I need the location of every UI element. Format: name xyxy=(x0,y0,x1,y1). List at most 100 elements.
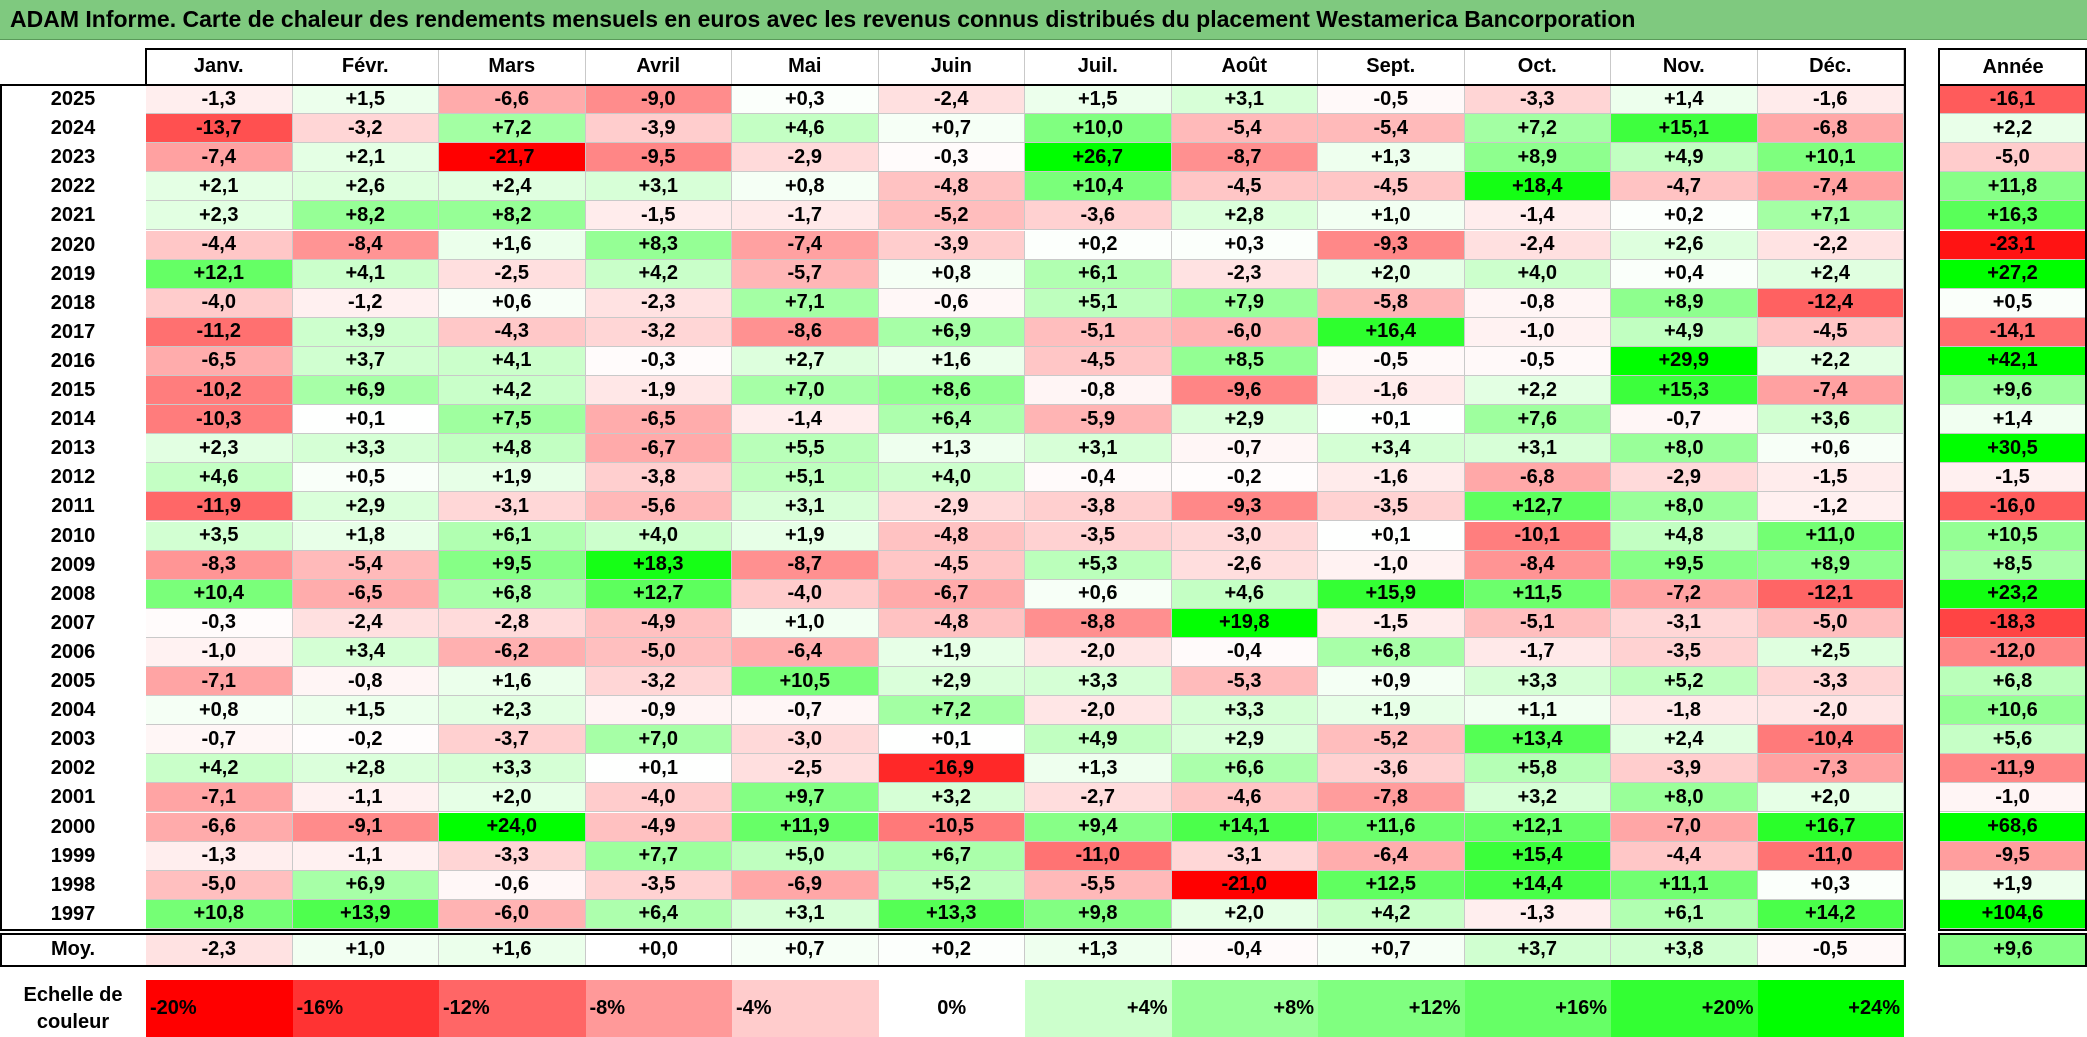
heatmap-cell: +5,8 xyxy=(1464,754,1611,784)
heatmap-cell: -5,4 xyxy=(1171,114,1318,144)
heatmap-cell: -0,7 xyxy=(146,725,293,755)
annual-cell: -9,5 xyxy=(1939,841,2087,871)
heatmap-cell: +7,1 xyxy=(1757,201,1904,231)
annual-cell: +10,5 xyxy=(1939,521,2087,551)
row-year-label: 2003 xyxy=(50,728,96,751)
heatmap-cell: -3,3 xyxy=(1757,667,1904,697)
heatmap-cell: +15,1 xyxy=(1611,114,1758,144)
column-header: Févr. xyxy=(292,49,439,85)
heatmap-cell: +2,4 xyxy=(1757,259,1904,289)
row-year-label: 2012 xyxy=(50,466,96,489)
heatmap-cell: +11,5 xyxy=(1464,579,1611,609)
annual-cell: -11,9 xyxy=(1939,754,2087,784)
annual-cell: +1,9 xyxy=(1939,870,2087,900)
heatmap-cell: +4,0 xyxy=(878,463,1025,493)
heatmap-cell: +0,2 xyxy=(1025,230,1172,260)
heatmap-cell: +6,1 xyxy=(1611,899,1758,929)
row-year-label: 1999 xyxy=(50,844,96,867)
heatmap-cell: -5,7 xyxy=(732,259,879,289)
heatmap-cell: -1,4 xyxy=(732,405,879,435)
heatmap-cell: +3,2 xyxy=(1464,783,1611,813)
heatmap-cell: +5,5 xyxy=(732,434,879,464)
heatmap-cell: +6,9 xyxy=(878,317,1025,347)
heatmap-cell: -7,4 xyxy=(1757,172,1904,202)
column-header: Janv. xyxy=(146,49,293,85)
heatmap-cell: -3,6 xyxy=(1318,754,1465,784)
heatmap-cell: +9,4 xyxy=(1025,812,1172,842)
heatmap-cell: -6,0 xyxy=(439,899,586,929)
heatmap-cell: -9,3 xyxy=(1318,230,1465,260)
heatmap-cell: +4,6 xyxy=(732,114,879,144)
heatmap-cell: +1,3 xyxy=(878,434,1025,464)
heatmap-cell: +2,9 xyxy=(292,492,439,522)
average-cell: +3,7 xyxy=(1464,933,1611,966)
heatmap-cell: +1,9 xyxy=(732,521,879,551)
heatmap-cell: +4,1 xyxy=(439,346,586,376)
heatmap-cell: -5,8 xyxy=(1318,288,1465,318)
row-year-label: 2001 xyxy=(50,786,96,809)
heatmap-cell: +2,3 xyxy=(146,201,293,231)
heatmap-cell: -3,5 xyxy=(1611,637,1758,667)
annual-cell: -12,0 xyxy=(1939,637,2087,667)
heatmap-cell: +3,3 xyxy=(1025,667,1172,697)
heatmap-cell: +10,5 xyxy=(732,667,879,697)
heatmap-cell: +0,1 xyxy=(878,725,1025,755)
heatmap-cell: -5,0 xyxy=(585,637,732,667)
heatmap-cell: +4,8 xyxy=(439,434,586,464)
heatmap-cell: -12,1 xyxy=(1757,579,1904,609)
heatmap-cell: +2,8 xyxy=(292,754,439,784)
heatmap-cell: -4,8 xyxy=(878,608,1025,638)
heatmap-cell: +0,3 xyxy=(1171,230,1318,260)
heatmap-cell: +1,1 xyxy=(1464,696,1611,726)
heatmap-cell: -4,0 xyxy=(732,579,879,609)
row-year-label: 2002 xyxy=(50,757,96,780)
heatmap-cell: +2,0 xyxy=(1757,783,1904,813)
heatmap-cell: -2,3 xyxy=(585,288,732,318)
heatmap-cell: -1,0 xyxy=(1464,317,1611,347)
heatmap-cell: +2,1 xyxy=(292,143,439,173)
heatmap-cell: -7,2 xyxy=(1611,579,1758,609)
annual-cell: +6,8 xyxy=(1939,667,2087,697)
heatmap-cell: -4,8 xyxy=(878,521,1025,551)
heatmap-cell: -6,4 xyxy=(732,637,879,667)
heatmap-cell: -2,9 xyxy=(732,143,879,173)
heatmap-cell: +15,3 xyxy=(1611,376,1758,406)
heatmap-cell: -4,7 xyxy=(1611,172,1758,202)
heatmap-cell: +1,9 xyxy=(439,463,586,493)
heatmap-cell: +10,4 xyxy=(146,579,293,609)
heatmap-cell: -7,4 xyxy=(146,143,293,173)
heatmap-cell: -7,0 xyxy=(1611,812,1758,842)
column-header: Sept. xyxy=(1318,49,1465,85)
heatmap-cell: +1,0 xyxy=(1318,201,1465,231)
heatmap-cell: -3,5 xyxy=(1318,492,1465,522)
heatmap-cell: -6,4 xyxy=(1318,841,1465,871)
heatmap-cell: -21,7 xyxy=(439,143,586,173)
heatmap-cell: -6,8 xyxy=(1464,463,1611,493)
heatmap-cell: -0,2 xyxy=(292,725,439,755)
heatmap-cell: +14,4 xyxy=(1464,870,1611,900)
heatmap-cell: -2,9 xyxy=(878,492,1025,522)
heatmap-cell: +2,1 xyxy=(146,172,293,202)
heatmap-cell: -4,8 xyxy=(878,172,1025,202)
chart-title: ADAM Informe. Carte de chaleur des rende… xyxy=(10,6,1636,32)
heatmap-cell: +2,2 xyxy=(1757,346,1904,376)
heatmap-cell: +6,8 xyxy=(1318,637,1465,667)
heatmap-cell: +2,8 xyxy=(1171,201,1318,231)
heatmap-cell: -0,8 xyxy=(292,667,439,697)
heatmap-cell: +13,4 xyxy=(1464,725,1611,755)
heatmap-cell: -8,4 xyxy=(1464,550,1611,580)
heatmap-cell: -8,7 xyxy=(1171,143,1318,173)
heatmap-cell: -9,6 xyxy=(1171,376,1318,406)
heatmap-cell: +0,8 xyxy=(732,172,879,202)
heatmap-cell: -3,6 xyxy=(1025,201,1172,231)
heatmap-cell: +6,9 xyxy=(292,870,439,900)
heatmap-cell: +4,2 xyxy=(1318,899,1465,929)
heatmap-cell: -8,4 xyxy=(292,230,439,260)
heatmap-cell: -3,1 xyxy=(439,492,586,522)
annual-cell: -1,5 xyxy=(1939,463,2087,493)
heatmap-cell: -0,7 xyxy=(1171,434,1318,464)
heatmap-cell: +6,4 xyxy=(585,899,732,929)
average-cell: +3,8 xyxy=(1611,933,1758,966)
heatmap-cell: +12,1 xyxy=(146,259,293,289)
heatmap-cell: -3,9 xyxy=(1611,754,1758,784)
